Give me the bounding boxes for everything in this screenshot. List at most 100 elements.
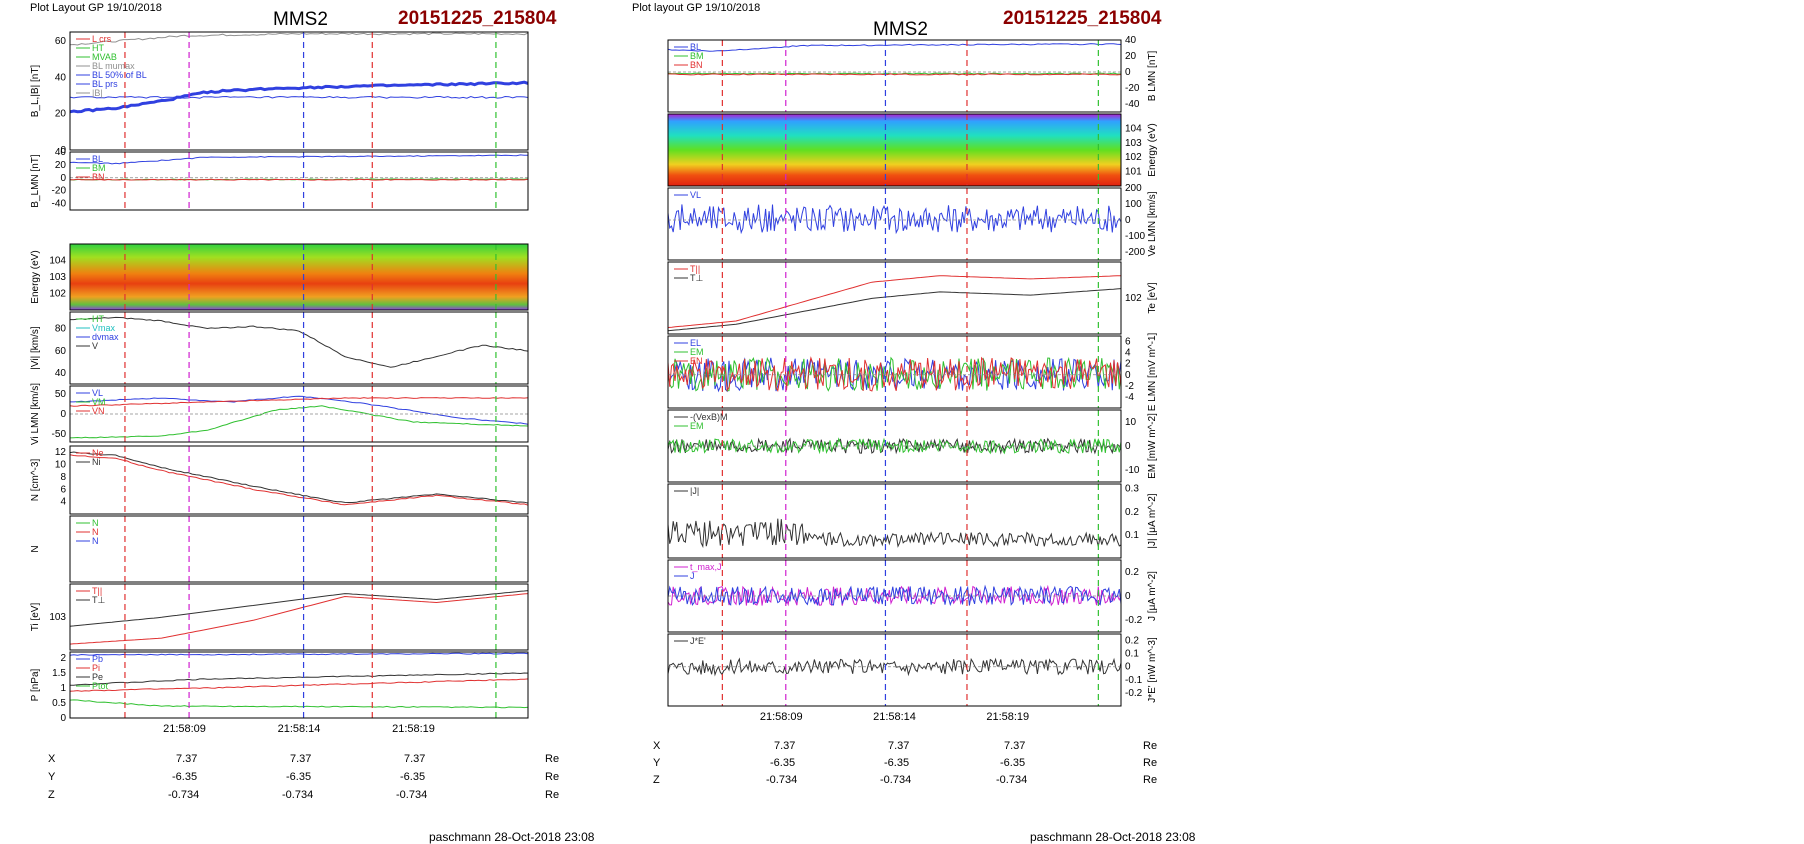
y-axis-label: Te [eV] [1147,282,1158,313]
panel-frame [69,311,529,385]
series-T [667,288,1122,332]
eph-x-val-3: 7.37 [404,753,426,765]
time-tick-label: 21:58:09 [163,723,206,735]
time-tick-label: 21:58:19 [986,711,1029,723]
series-Pe [70,672,529,686]
y-tick-label: 20 [55,160,67,171]
y-tick-label: 1.5 [52,668,66,679]
eph-y-unit: Re [545,771,560,783]
y-tick-label: 103 [49,272,66,283]
legend-entry: T|| [690,264,700,274]
y-tick-label: -10 [1125,465,1140,476]
y-tick-label: 0 [1125,67,1131,78]
y-tick-label: -40 [1125,99,1140,110]
series-T [667,275,1122,328]
eph-z-unit: Re [545,789,560,801]
series-BL [667,43,1122,52]
panel-frame [667,633,1122,707]
y-tick-label: 102 [1125,152,1142,163]
reph-z-label: Z [653,774,660,786]
legend-entry: N [92,527,99,537]
y-tick-label: 0.2 [1125,636,1139,647]
y-axis-label: J*E' [nW m^-3] [1147,637,1158,703]
eph-y-label: Y [48,771,56,783]
legend-entry: dvmax [92,332,119,342]
panel-frame [69,445,529,515]
y-axis-label: EM [mW m^-2] [1147,413,1158,479]
y-tick-label: 0.3 [1125,484,1139,495]
y-tick-label: 60 [55,346,67,357]
reph-y-label: Y [653,757,661,769]
eph-x-val-2: 7.37 [290,753,312,765]
y-tick-label: 6 [60,484,66,495]
reph-y-unit: Re [1143,757,1158,769]
y-tick-label: 0.5 [52,698,66,709]
series-BL [69,154,528,165]
series-noise-red [667,356,1122,393]
legend-entry: BL [92,154,103,164]
series-BL50ofBL [69,95,529,99]
legend-entry: BM [690,51,704,61]
right-event-id: 20151225_215804 [1003,8,1162,29]
heatmap-spectrogram [668,114,1121,186]
panel-frame [69,651,529,719]
reph-x-label: X [653,740,661,752]
y-tick-label: 104 [49,256,66,267]
legend-entry: N [92,518,99,528]
left-event-id: 20151225_215804 [398,8,557,29]
legend-entry: BN [690,60,703,70]
time-tick-label: 21:58:09 [760,711,803,723]
y-axis-label: Ve LMN [km/s] [1147,191,1158,256]
y-tick-label: -4 [1125,392,1134,403]
y-tick-label: 80 [55,324,67,335]
y-tick-label: 103 [49,612,66,623]
legend-entry: EM [690,347,704,357]
legend-entry: BL [690,42,701,52]
series-T [69,590,529,627]
eph-z-val-3: -0.734 [396,789,428,801]
y-tick-label: 103 [1125,138,1142,149]
legend-entry: BN [92,172,105,182]
time-tick-label: 21:58:14 [278,723,321,735]
series-B [69,32,529,46]
legend-entry: J*E' [690,636,706,646]
y-tick-label: 0 [1125,370,1131,381]
y-axis-label: P [nPa] [30,668,41,701]
eph-y-val-1: -6.35 [172,771,198,783]
y-axis-label: |J| [μA m^-2] [1147,493,1158,548]
legend-entry: Pb [92,654,103,664]
y-axis-label: Ti [eV] [30,603,41,632]
series-Pi [69,678,529,692]
y-axis-label: E LMN [mV m^-1] [1147,332,1158,411]
legend-entry: EL [690,338,701,348]
reph-x-val-1: 7.37 [774,740,796,752]
reph-z-val-1: -0.734 [766,774,798,786]
y-tick-label: 6 [1125,337,1131,348]
y-tick-label: 0 [60,409,66,420]
reph-z-unit: Re [1143,774,1158,786]
y-tick-label: 20 [55,109,67,120]
time-tick-label: 21:58:19 [392,723,435,735]
left-sheet: Plot Layout GP 19/10/2018 MMS2 20151225_… [0,0,900,844]
y-tick-label: -200 [1125,247,1145,258]
y-tick-label: 0 [60,173,66,184]
y-tick-label: 0.2 [1125,567,1139,578]
legend-entry: EN [690,356,703,366]
panel-frame [667,187,1122,261]
panel-L3: 102 103 104 Energy (eV) [30,243,529,311]
legend-entry: BM [92,163,106,173]
panel-frame [667,409,1122,483]
y-tick-label: 50 [55,389,67,400]
eph-z-label: Z [48,789,55,801]
y-tick-label: 0 [1125,215,1131,226]
y-axis-label: J [μA m^-2] [1147,571,1158,621]
y-axis-label: Energy (eV) [1147,123,1158,176]
series-BL [69,80,529,114]
legend-entry: -(VexB)M [690,412,728,422]
eph-x-val-1: 7.37 [176,753,198,765]
y-tick-label: 0 [1125,662,1131,673]
reph-y-val-2: -6.35 [884,757,910,769]
